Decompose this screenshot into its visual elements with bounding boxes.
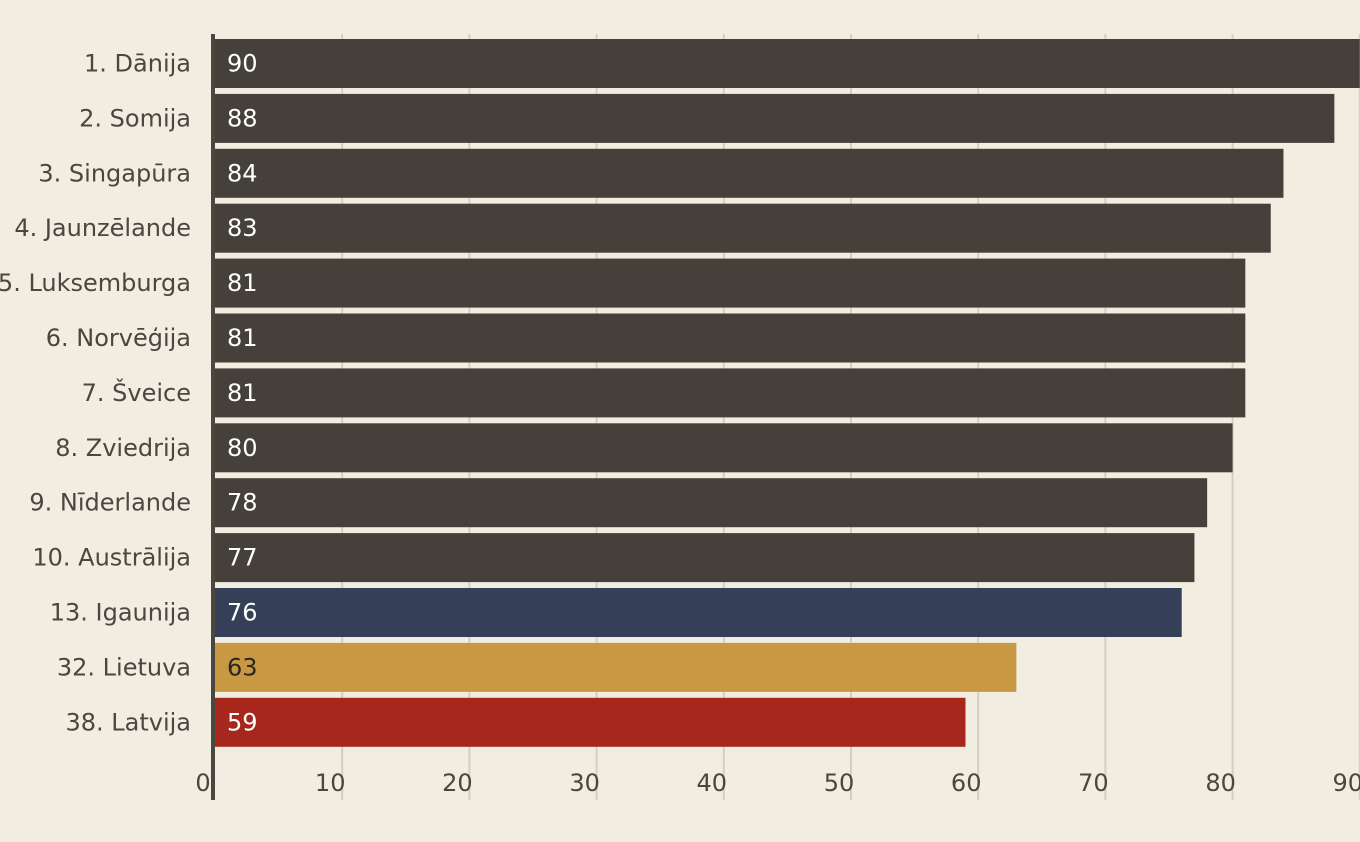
category-label: 7. Šveice (82, 377, 191, 407)
x-tick-label: 20 (442, 769, 473, 797)
bar (215, 697, 966, 747)
bar (215, 148, 1284, 198)
bar (215, 533, 1195, 583)
x-tick-label: 40 (697, 769, 728, 797)
x-tick-label: 70 (1078, 769, 1109, 797)
bar (215, 642, 1017, 692)
bar-value-label: 83 (227, 214, 258, 242)
category-label: 3. Singapūra (38, 159, 191, 187)
bar (215, 39, 1360, 88)
category-label: 10. Austrālija (32, 544, 191, 572)
bar-layer (215, 39, 1360, 747)
x-tick-label: 60 (951, 769, 982, 797)
category-label: 8. Zviedrija (55, 434, 191, 462)
bar-value-label: 81 (227, 269, 258, 297)
bar-value-label: 78 (227, 489, 258, 517)
bar-value-label: 84 (227, 159, 258, 187)
x-tick-label: 80 (1205, 769, 1236, 797)
bar (215, 478, 1208, 528)
bar-value-label: 81 (227, 324, 258, 352)
x-tick-label: 30 (569, 769, 600, 797)
bar-value-label: 63 (227, 653, 258, 681)
category-label: 9. Nīderlande (29, 489, 191, 517)
x-tick-label: 10 (315, 769, 346, 797)
bar (215, 203, 1271, 253)
bar-value-label: 59 (227, 708, 258, 736)
bar (215, 93, 1335, 143)
bar (215, 368, 1246, 418)
bar (215, 423, 1233, 473)
category-label: 1. Dānija (84, 50, 191, 78)
bar-value-label: 88 (227, 104, 258, 132)
x-tick-label: 50 (824, 769, 855, 797)
category-label: 38. Latvija (65, 708, 191, 736)
category-label: 4. Jaunzēlande (14, 214, 191, 242)
bar-value-label: 77 (227, 544, 258, 572)
bar-value-label: 81 (227, 379, 258, 407)
label-layer: 0 10 20 30 40 50 60 70 80 90 90 1. Dānija 88 2. Somij… (0, 50, 1360, 798)
bar-value-label: 76 (227, 599, 258, 627)
bar (215, 588, 1182, 637)
category-label: 5. Luksemburga (0, 269, 191, 297)
category-label: 2. Somija (79, 104, 191, 132)
x-tick-label: 0 (195, 769, 210, 797)
category-label: 32. Lietuva (57, 653, 191, 681)
bar (215, 313, 1246, 363)
category-label: 13. Igaunija (50, 599, 191, 627)
x-tick-label: 90 (1333, 769, 1360, 797)
bar-value-label: 90 (227, 50, 258, 78)
bar-value-label: 80 (227, 434, 258, 462)
bar (215, 258, 1246, 308)
category-label: 6. Norvēģija (46, 324, 191, 352)
